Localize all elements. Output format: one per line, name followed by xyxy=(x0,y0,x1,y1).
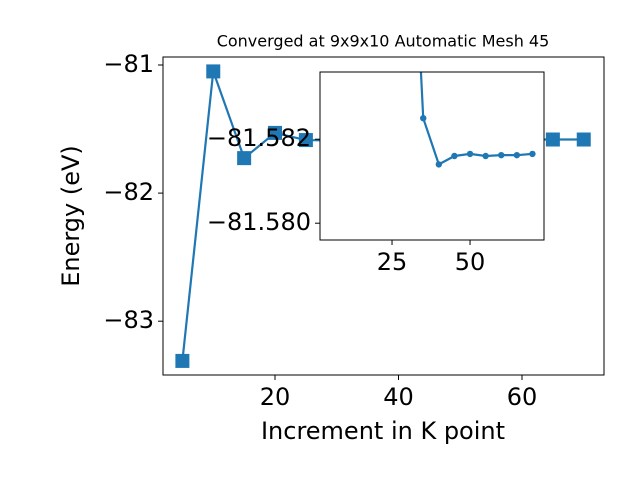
x-tick-label: 25 xyxy=(377,248,408,276)
x-axis-label: Increment in K point xyxy=(261,417,505,445)
chart-title: Converged at 9x9x10 Automatic Mesh 45 xyxy=(217,32,550,51)
y-tick-label: −81.582 xyxy=(207,124,311,152)
y-tick-label: −82 xyxy=(103,178,154,206)
axes-frame xyxy=(319,71,545,241)
marker xyxy=(268,125,283,140)
marker xyxy=(175,353,190,368)
marker xyxy=(237,151,252,166)
marker xyxy=(298,133,313,148)
marker xyxy=(576,132,591,147)
marker xyxy=(466,150,474,158)
axes-frame xyxy=(162,56,605,376)
marker xyxy=(529,150,536,158)
y-tick-label: −83 xyxy=(103,306,154,334)
marker xyxy=(420,115,427,122)
x-tick-label: 40 xyxy=(383,383,414,411)
marker xyxy=(513,151,521,159)
marker xyxy=(498,151,505,159)
x-tick-label: 50 xyxy=(455,248,486,276)
x-tick-label: 20 xyxy=(260,383,291,411)
marker xyxy=(545,132,560,147)
y-tick-label: −81 xyxy=(103,50,154,78)
y-axis-label: Energy (eV) xyxy=(57,145,85,287)
marker xyxy=(482,152,489,160)
marker xyxy=(206,64,221,79)
y-tick-label: −81.580 xyxy=(207,208,311,236)
marker xyxy=(435,161,443,168)
marker xyxy=(451,152,458,160)
x-tick-label: 60 xyxy=(507,383,538,411)
plot-group xyxy=(419,72,536,168)
